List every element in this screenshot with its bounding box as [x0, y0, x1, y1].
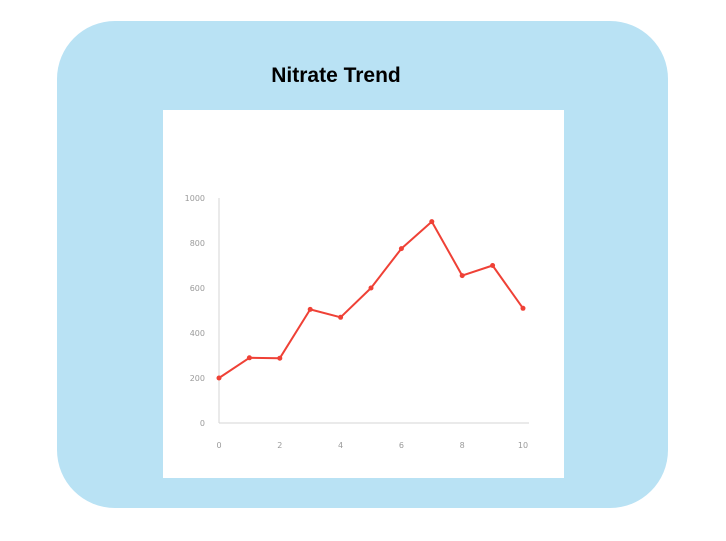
- series-line: [218, 220, 524, 379]
- chart-panel: 0 200 400 600 800 1000 0 2 4 6 8 10: [163, 110, 564, 478]
- y-tick-label: 600: [190, 284, 205, 293]
- data-point: [429, 219, 435, 225]
- x-tick-labels: 0 2 4 6 8 10: [216, 441, 528, 450]
- data-point: [368, 285, 374, 291]
- x-tick-label: 10: [518, 441, 528, 450]
- y-tick-label: 1000: [185, 194, 205, 203]
- data-point: [216, 375, 222, 381]
- data-point: [520, 305, 526, 311]
- y-tick-label: 0: [200, 419, 205, 428]
- y-tick-label: 400: [190, 329, 205, 338]
- chart-title: Nitrate Trend: [271, 64, 401, 87]
- data-point: [459, 273, 465, 279]
- x-tick-label: 0: [216, 441, 221, 450]
- data-point: [246, 355, 252, 361]
- x-tick-label: 4: [338, 441, 343, 450]
- y-tick-label: 800: [190, 239, 205, 248]
- line-chart: 0 200 400 600 800 1000 0 2 4 6 8 10: [185, 194, 529, 450]
- x-tick-label: 6: [399, 441, 404, 450]
- y-tick-labels: 0 200 400 600 800 1000: [185, 194, 205, 428]
- x-tick-label: 8: [460, 441, 465, 450]
- x-tick-label: 2: [277, 441, 282, 450]
- data-point: [307, 306, 313, 312]
- data-point: [338, 314, 344, 320]
- data-point: [277, 355, 283, 361]
- data-points: [216, 219, 526, 381]
- data-point: [490, 263, 496, 268]
- data-point: [398, 246, 404, 252]
- y-tick-label: 200: [190, 374, 205, 383]
